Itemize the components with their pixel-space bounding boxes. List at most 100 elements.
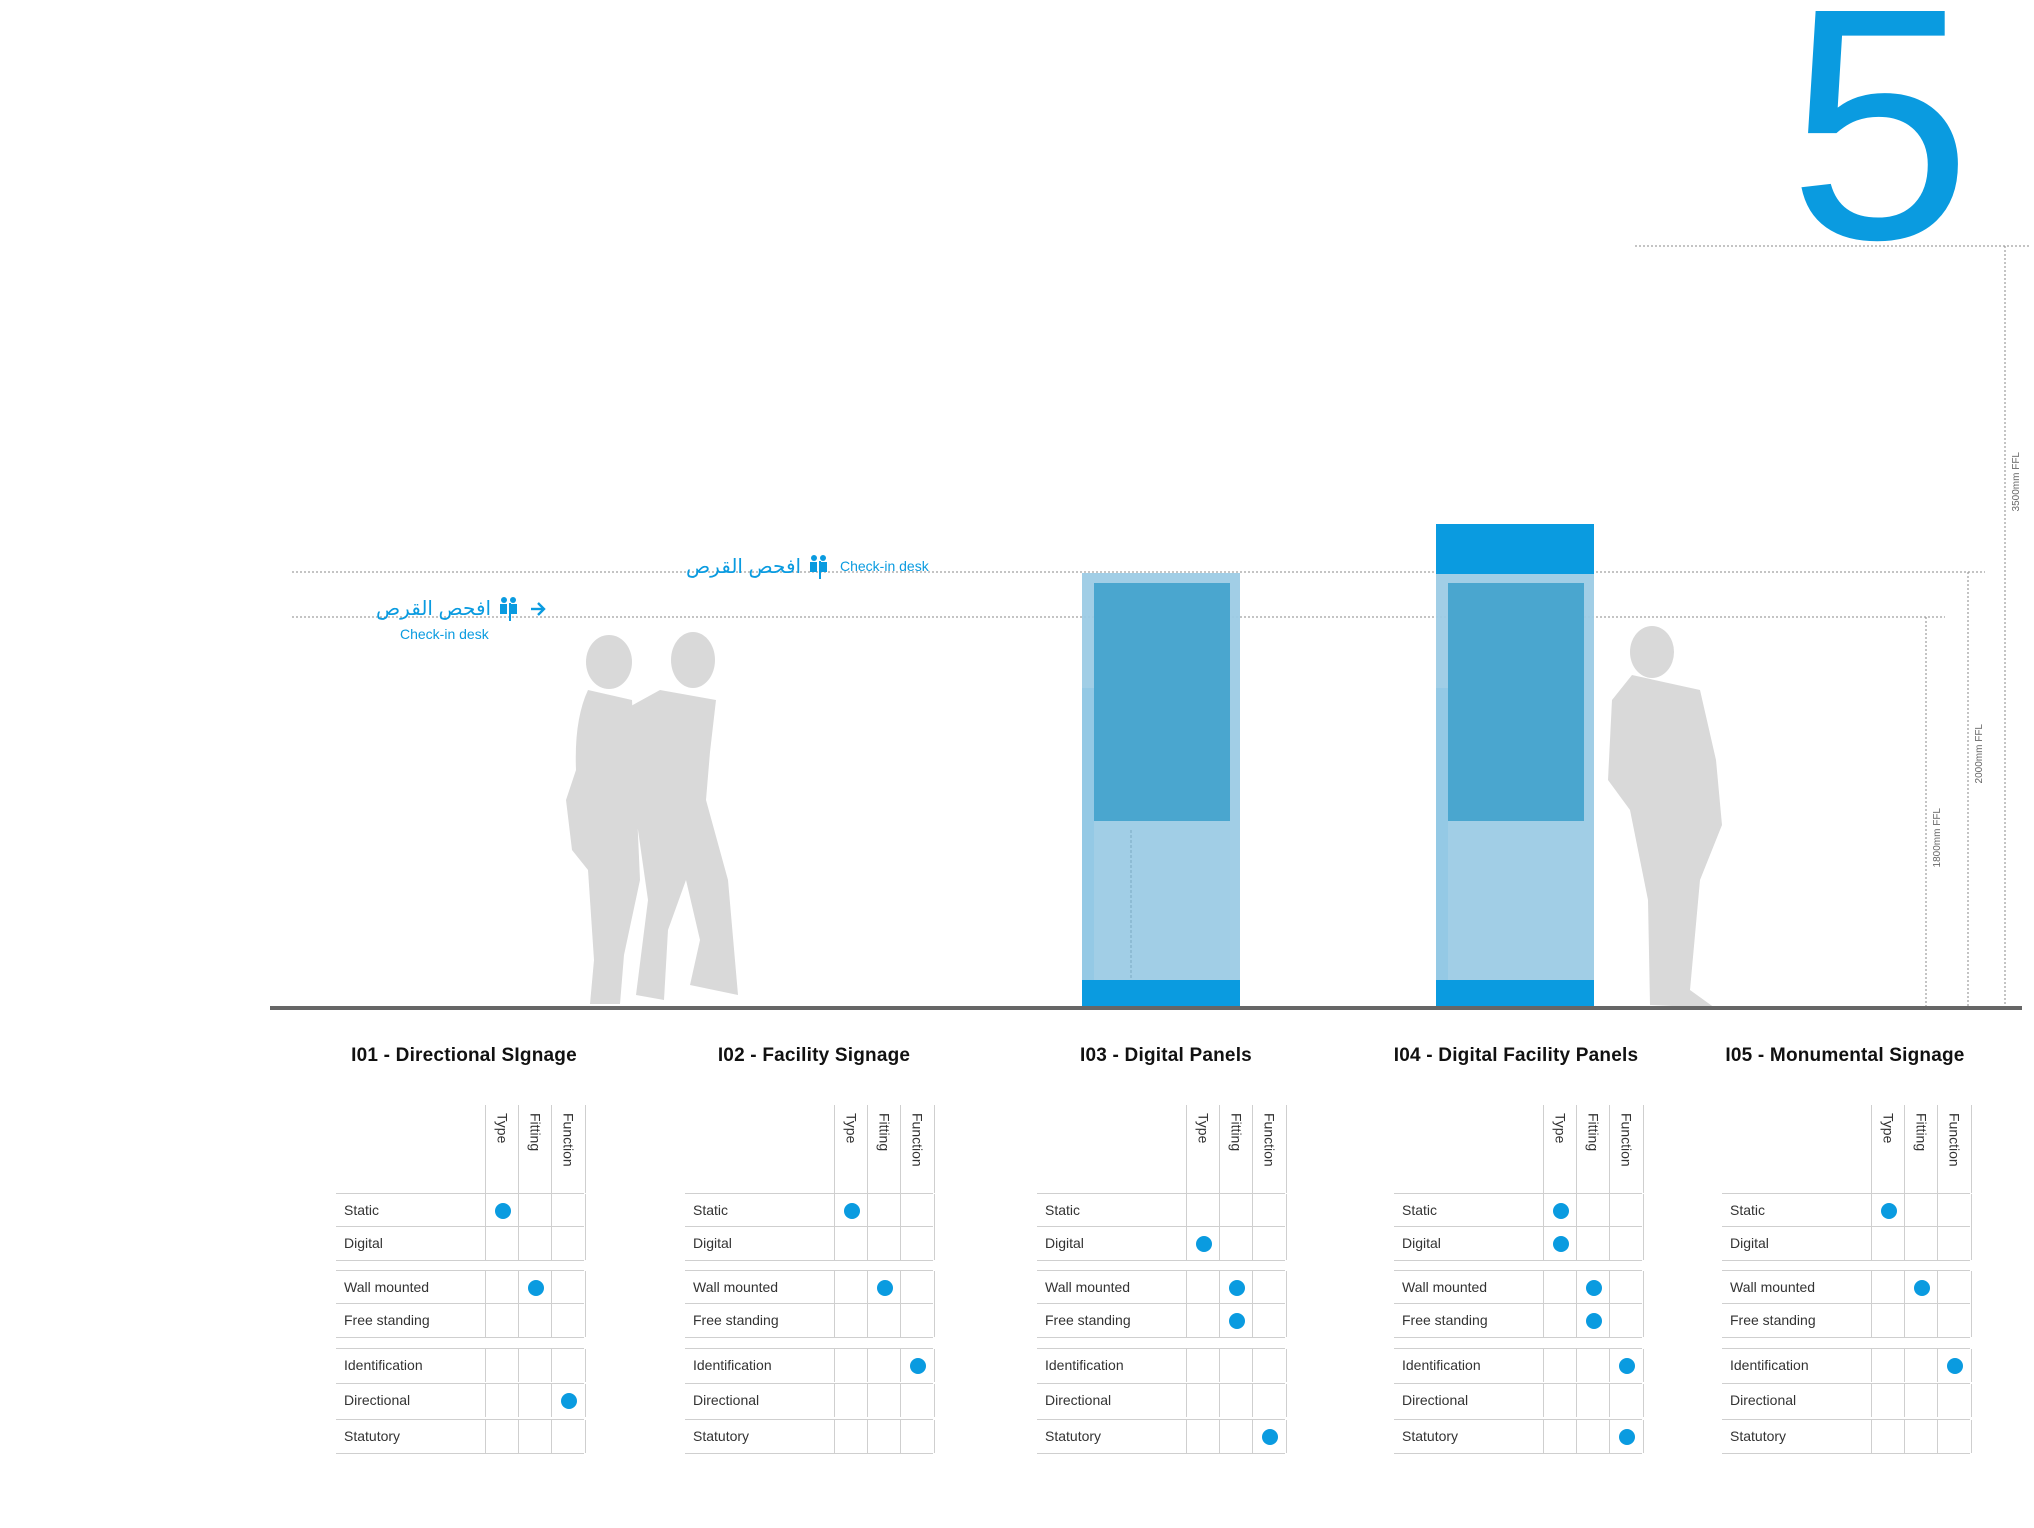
selected-dot-icon <box>1553 1236 1569 1252</box>
matrix-cell <box>1904 1420 1938 1453</box>
digital-facility-panel-i04 <box>1436 524 1594 1006</box>
matrix-row: Statutory <box>685 1419 935 1454</box>
floor-line <box>270 1006 2022 1010</box>
matrix-row: Wall mounted <box>685 1270 935 1304</box>
matrix-cell <box>518 1420 552 1453</box>
person-icon <box>810 555 827 579</box>
level-label-2000: 2000mm FFL <box>1974 724 1985 784</box>
selected-dot-icon <box>1196 1236 1212 1252</box>
matrix-cell <box>900 1384 935 1417</box>
matrix-cell <box>1904 1304 1938 1337</box>
matrix-cell <box>867 1227 901 1260</box>
row-label: Directional <box>693 1392 760 1408</box>
selected-dot-icon <box>495 1203 511 1219</box>
sign-arabic-upper: افحص القرص <box>686 556 802 578</box>
matrix-cell <box>1871 1304 1905 1337</box>
matrix-cell <box>518 1349 552 1382</box>
row-label: Directional <box>1730 1392 1797 1408</box>
row-label: Digital <box>344 1235 383 1251</box>
matrix-column-header: Function <box>1937 1105 1972 1193</box>
matrix-cell <box>1609 1384 1644 1417</box>
column-label: Function <box>560 1113 577 1167</box>
matrix-cell <box>551 1194 586 1227</box>
column-label: Function <box>1261 1113 1278 1167</box>
matrix-cell <box>1609 1349 1644 1382</box>
matrix-cell <box>485 1304 519 1337</box>
matrix-cell <box>1219 1384 1253 1417</box>
selected-dot-icon <box>910 1358 926 1374</box>
row-label: Digital <box>1730 1235 1769 1251</box>
matrix-cell <box>551 1227 586 1260</box>
matrix-cell <box>551 1349 586 1382</box>
matrix-column-header: Fitting <box>1219 1105 1253 1193</box>
matrix-cell <box>1904 1227 1938 1260</box>
selected-dot-icon <box>1586 1280 1602 1296</box>
row-label: Directional <box>1402 1392 1469 1408</box>
matrix-cell <box>834 1271 868 1304</box>
matrix-row: Digital <box>1037 1226 1287 1261</box>
matrix-row: Digital <box>336 1226 586 1261</box>
row-label: Statutory <box>1730 1428 1787 1444</box>
matrix-row: Static <box>1037 1193 1287 1227</box>
matrix-cell <box>1219 1194 1253 1227</box>
matrix-cell <box>1904 1271 1938 1304</box>
row-label: Static <box>1045 1202 1081 1218</box>
matrix-row: Static <box>1394 1193 1644 1227</box>
selected-dot-icon <box>561 1393 577 1409</box>
matrix-column-header: Type <box>1186 1105 1220 1193</box>
matrix-row: Statutory <box>1722 1419 1972 1454</box>
person-icon <box>500 597 517 621</box>
row-label: Digital <box>1402 1235 1441 1251</box>
matrix-cell <box>1252 1227 1287 1260</box>
matrix-cell <box>1576 1194 1610 1227</box>
matrix-cell <box>900 1271 935 1304</box>
selected-dot-icon <box>1229 1280 1245 1296</box>
matrix-cell <box>551 1420 586 1453</box>
matrix-column-header: Function <box>1609 1105 1644 1193</box>
matrix-cell <box>1252 1349 1287 1382</box>
row-label: Wall mounted <box>1402 1279 1488 1295</box>
matrix-cell <box>834 1304 868 1337</box>
matrix-row: Wall mounted <box>1394 1270 1644 1304</box>
matrix-row: Directional <box>1394 1383 1644 1417</box>
matrix-cell <box>485 1420 519 1453</box>
matrix-cell <box>1871 1384 1905 1417</box>
matrix-row: Identification <box>1722 1348 1972 1382</box>
matrix-cell <box>1871 1420 1905 1453</box>
matrix-cell <box>1576 1420 1610 1453</box>
matrix-row: Directional <box>1037 1383 1287 1417</box>
matrix-row: Digital <box>1722 1226 1972 1261</box>
matrix-column-header: Function <box>551 1105 586 1193</box>
matrix-row: Directional <box>685 1383 935 1417</box>
matrix-cell <box>1937 1194 1972 1227</box>
matrix-cell <box>1543 1304 1577 1337</box>
person-silhouette-man <box>620 632 738 1000</box>
matrix-row: Digital <box>1394 1226 1644 1261</box>
column-label: Function <box>909 1113 926 1167</box>
matrix-cell <box>1937 1384 1972 1417</box>
matrix-cell <box>485 1384 519 1417</box>
matrix-column-header: Fitting <box>518 1105 552 1193</box>
matrix-cell <box>1871 1349 1905 1382</box>
item-title: I04 - Digital Facility Panels <box>1393 1045 1639 1066</box>
row-label: Free standing <box>1402 1312 1488 1328</box>
row-label: Identification <box>693 1357 772 1373</box>
matrix-cell <box>1576 1384 1610 1417</box>
matrix-cell <box>1543 1384 1577 1417</box>
matrix-cell <box>1609 1304 1644 1337</box>
matrix-cell <box>1609 1271 1644 1304</box>
row-label: Directional <box>344 1392 411 1408</box>
matrix-cell <box>1252 1420 1287 1453</box>
row-label: Wall mounted <box>344 1279 430 1295</box>
row-label: Static <box>693 1202 729 1218</box>
matrix-cell <box>1904 1349 1938 1382</box>
row-label: Identification <box>344 1357 423 1373</box>
matrix-row: Free standing <box>1037 1303 1287 1338</box>
selected-dot-icon <box>1586 1313 1602 1329</box>
matrix-cell <box>1609 1194 1644 1227</box>
row-label: Statutory <box>344 1428 401 1444</box>
matrix-cell <box>900 1420 935 1453</box>
matrix-column-header: Type <box>1543 1105 1577 1193</box>
person-silhouette-looking-up <box>1608 626 1722 1008</box>
matrix-cell <box>518 1194 552 1227</box>
